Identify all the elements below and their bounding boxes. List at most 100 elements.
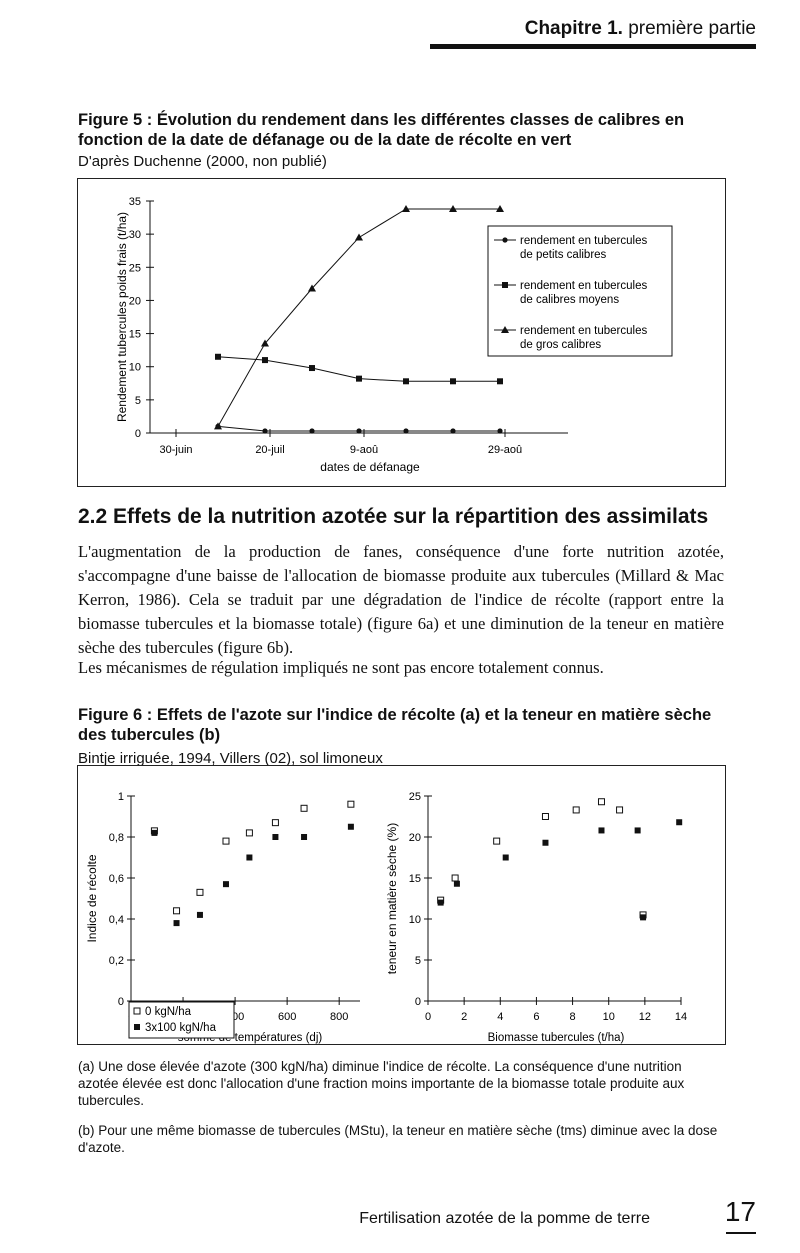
b-y-axis-label: teneur en matière sèche (%)	[385, 823, 399, 974]
section-paragraph-1: L'augmentation de la production de fanes…	[78, 542, 724, 657]
a-legend-marker	[134, 1024, 140, 1030]
a-y-tick-label: 0,2	[109, 955, 124, 967]
y-tick-label: 15	[129, 329, 141, 341]
figure6-title: Figure 6 : Effets de l'azote sur l'indic…	[78, 706, 712, 744]
note-b: (b) Pour une même biomasse de tubercules…	[78, 1123, 718, 1155]
a-legend-label-1: 0 kgN/ha	[145, 1006, 192, 1018]
figure6-title-block: Figure 6 : Effets de l'azote sur l'indic…	[78, 705, 728, 769]
part-label: première partie	[628, 18, 756, 39]
b-series-1-point	[597, 798, 605, 806]
series-3-point	[496, 204, 504, 212]
a-series-2-point	[222, 881, 229, 888]
b-series-2-point	[676, 819, 683, 826]
page-number-rule	[726, 1232, 756, 1234]
series-line-3	[217, 208, 500, 427]
figure6-source: Bintje irriguée, 1994, Villers (02), sol…	[78, 750, 383, 767]
y-tick-label: 25	[129, 262, 141, 274]
figure5-source: D'après Duchenne (2000, non publié)	[78, 153, 327, 170]
x-tick-label: 9-aoû	[350, 444, 378, 456]
b-y-tick-label: 10	[409, 914, 421, 926]
a-series-2-point	[151, 829, 158, 836]
series-1-point	[356, 428, 362, 434]
x-tick-label: 29-aoû	[488, 444, 522, 456]
b-x-tick-label: 0	[425, 1011, 431, 1023]
b-series-1-point	[572, 806, 580, 814]
series-3-point	[402, 204, 410, 212]
series-2-point	[262, 357, 268, 364]
b-y-tick-label: 5	[415, 955, 421, 967]
y-tick-label: 0	[135, 428, 141, 440]
a-series-2-point	[246, 854, 253, 861]
b-x-tick-label: 2	[461, 1011, 467, 1023]
footer-title: Fertilisation azotée de la pomme de terr…	[359, 1210, 650, 1227]
b-series-2-point	[502, 854, 509, 861]
legend-box	[487, 225, 673, 357]
b-series-2-point	[640, 914, 647, 921]
b-x-tick-label: 12	[639, 1011, 651, 1023]
a-y-tick-label: 1	[118, 791, 124, 803]
x-axis-label: dates de défanage	[320, 460, 420, 474]
a-series-1-point	[300, 804, 308, 812]
figure5-title: Figure 5 : Évolution du rendement dans l…	[78, 111, 685, 149]
a-y-tick-label: 0,6	[109, 873, 124, 885]
b-x-axis-label: Biomasse tubercules (t/ha)	[488, 1032, 625, 1044]
a-legend-box	[128, 1001, 235, 1039]
a-y-axis-label: Indice de récolte	[85, 854, 99, 942]
a-series-2-point	[173, 920, 180, 927]
series-2-point	[215, 353, 221, 360]
a-series-1-point	[347, 800, 355, 808]
a-series-2-point	[347, 823, 354, 830]
y-axis-label: Rendement tubercules poids frais (t/ha)	[115, 212, 129, 422]
series-2-point	[450, 378, 456, 385]
series-1-point	[403, 428, 409, 434]
a-y-tick-label: 0	[118, 996, 124, 1008]
a-y-tick-label: 0,8	[109, 832, 124, 844]
series-2-point	[497, 378, 503, 385]
series-3-point	[261, 339, 269, 347]
legend-marker	[501, 326, 509, 333]
figure6-charts: 00,20,40,60,810200400600800somme de temp…	[85, 791, 687, 1044]
series-3-point	[214, 422, 222, 430]
b-series-1-point	[493, 837, 501, 845]
a-series-1-point	[196, 888, 204, 896]
series-2-point	[356, 375, 362, 382]
y-tick-label: 20	[129, 295, 141, 307]
b-x-tick-label: 14	[675, 1011, 687, 1023]
figure5-chart: 0 5 10 15 20 25 30 35 30-juin 20-juil 9-aoû 29-aoû d…	[115, 196, 673, 474]
b-x-tick-label: 6	[533, 1011, 539, 1023]
series-1-point	[497, 428, 503, 434]
b-series-2-point	[598, 827, 605, 834]
legend-label-2-line2: de calibres moyens	[520, 294, 619, 306]
y-tick-label: 5	[135, 395, 141, 407]
b-series-2-point	[453, 880, 460, 887]
y-tick-label: 35	[129, 196, 141, 208]
legend-marker	[502, 237, 508, 243]
b-series-1-point	[541, 813, 549, 820]
a-series-2-point	[301, 834, 308, 840]
series-3-point	[308, 284, 316, 292]
y-tick-label: 30	[129, 229, 141, 241]
b-y-tick-label: 15	[409, 873, 421, 885]
series-2-point	[403, 378, 409, 385]
note-a: (a) Une dose élevée d'azote (300 kgN/ha)…	[78, 1059, 685, 1108]
b-y-tick-label: 0	[415, 996, 421, 1008]
b-y-tick-label: 20	[409, 832, 421, 844]
a-series-2-point	[196, 911, 203, 918]
section-paragraph-2: Les mécanismes de régulation impliqués n…	[78, 658, 604, 677]
figure5-title-block: Figure 5 : Évolution du rendement dans l…	[78, 110, 728, 172]
a-series-1-point	[173, 907, 181, 915]
a-legend-marker	[133, 1007, 141, 1015]
b-series-2-point	[437, 899, 444, 906]
series-2-point	[309, 365, 315, 372]
series-1-point	[309, 428, 315, 434]
b-series-2-point	[634, 827, 641, 834]
a-x-tick-label: 600	[278, 1011, 296, 1023]
series-1-point	[262, 428, 268, 434]
legend-marker	[502, 282, 508, 288]
header-rule	[430, 44, 756, 49]
series-3-point	[355, 233, 363, 241]
running-header: Chapitre 1. première partie	[525, 18, 756, 40]
legend-label-1-line2: de petits calibres	[520, 249, 607, 261]
b-series-2-point	[542, 839, 549, 846]
legend-label-1-line1: rendement en tubercules	[520, 235, 647, 247]
